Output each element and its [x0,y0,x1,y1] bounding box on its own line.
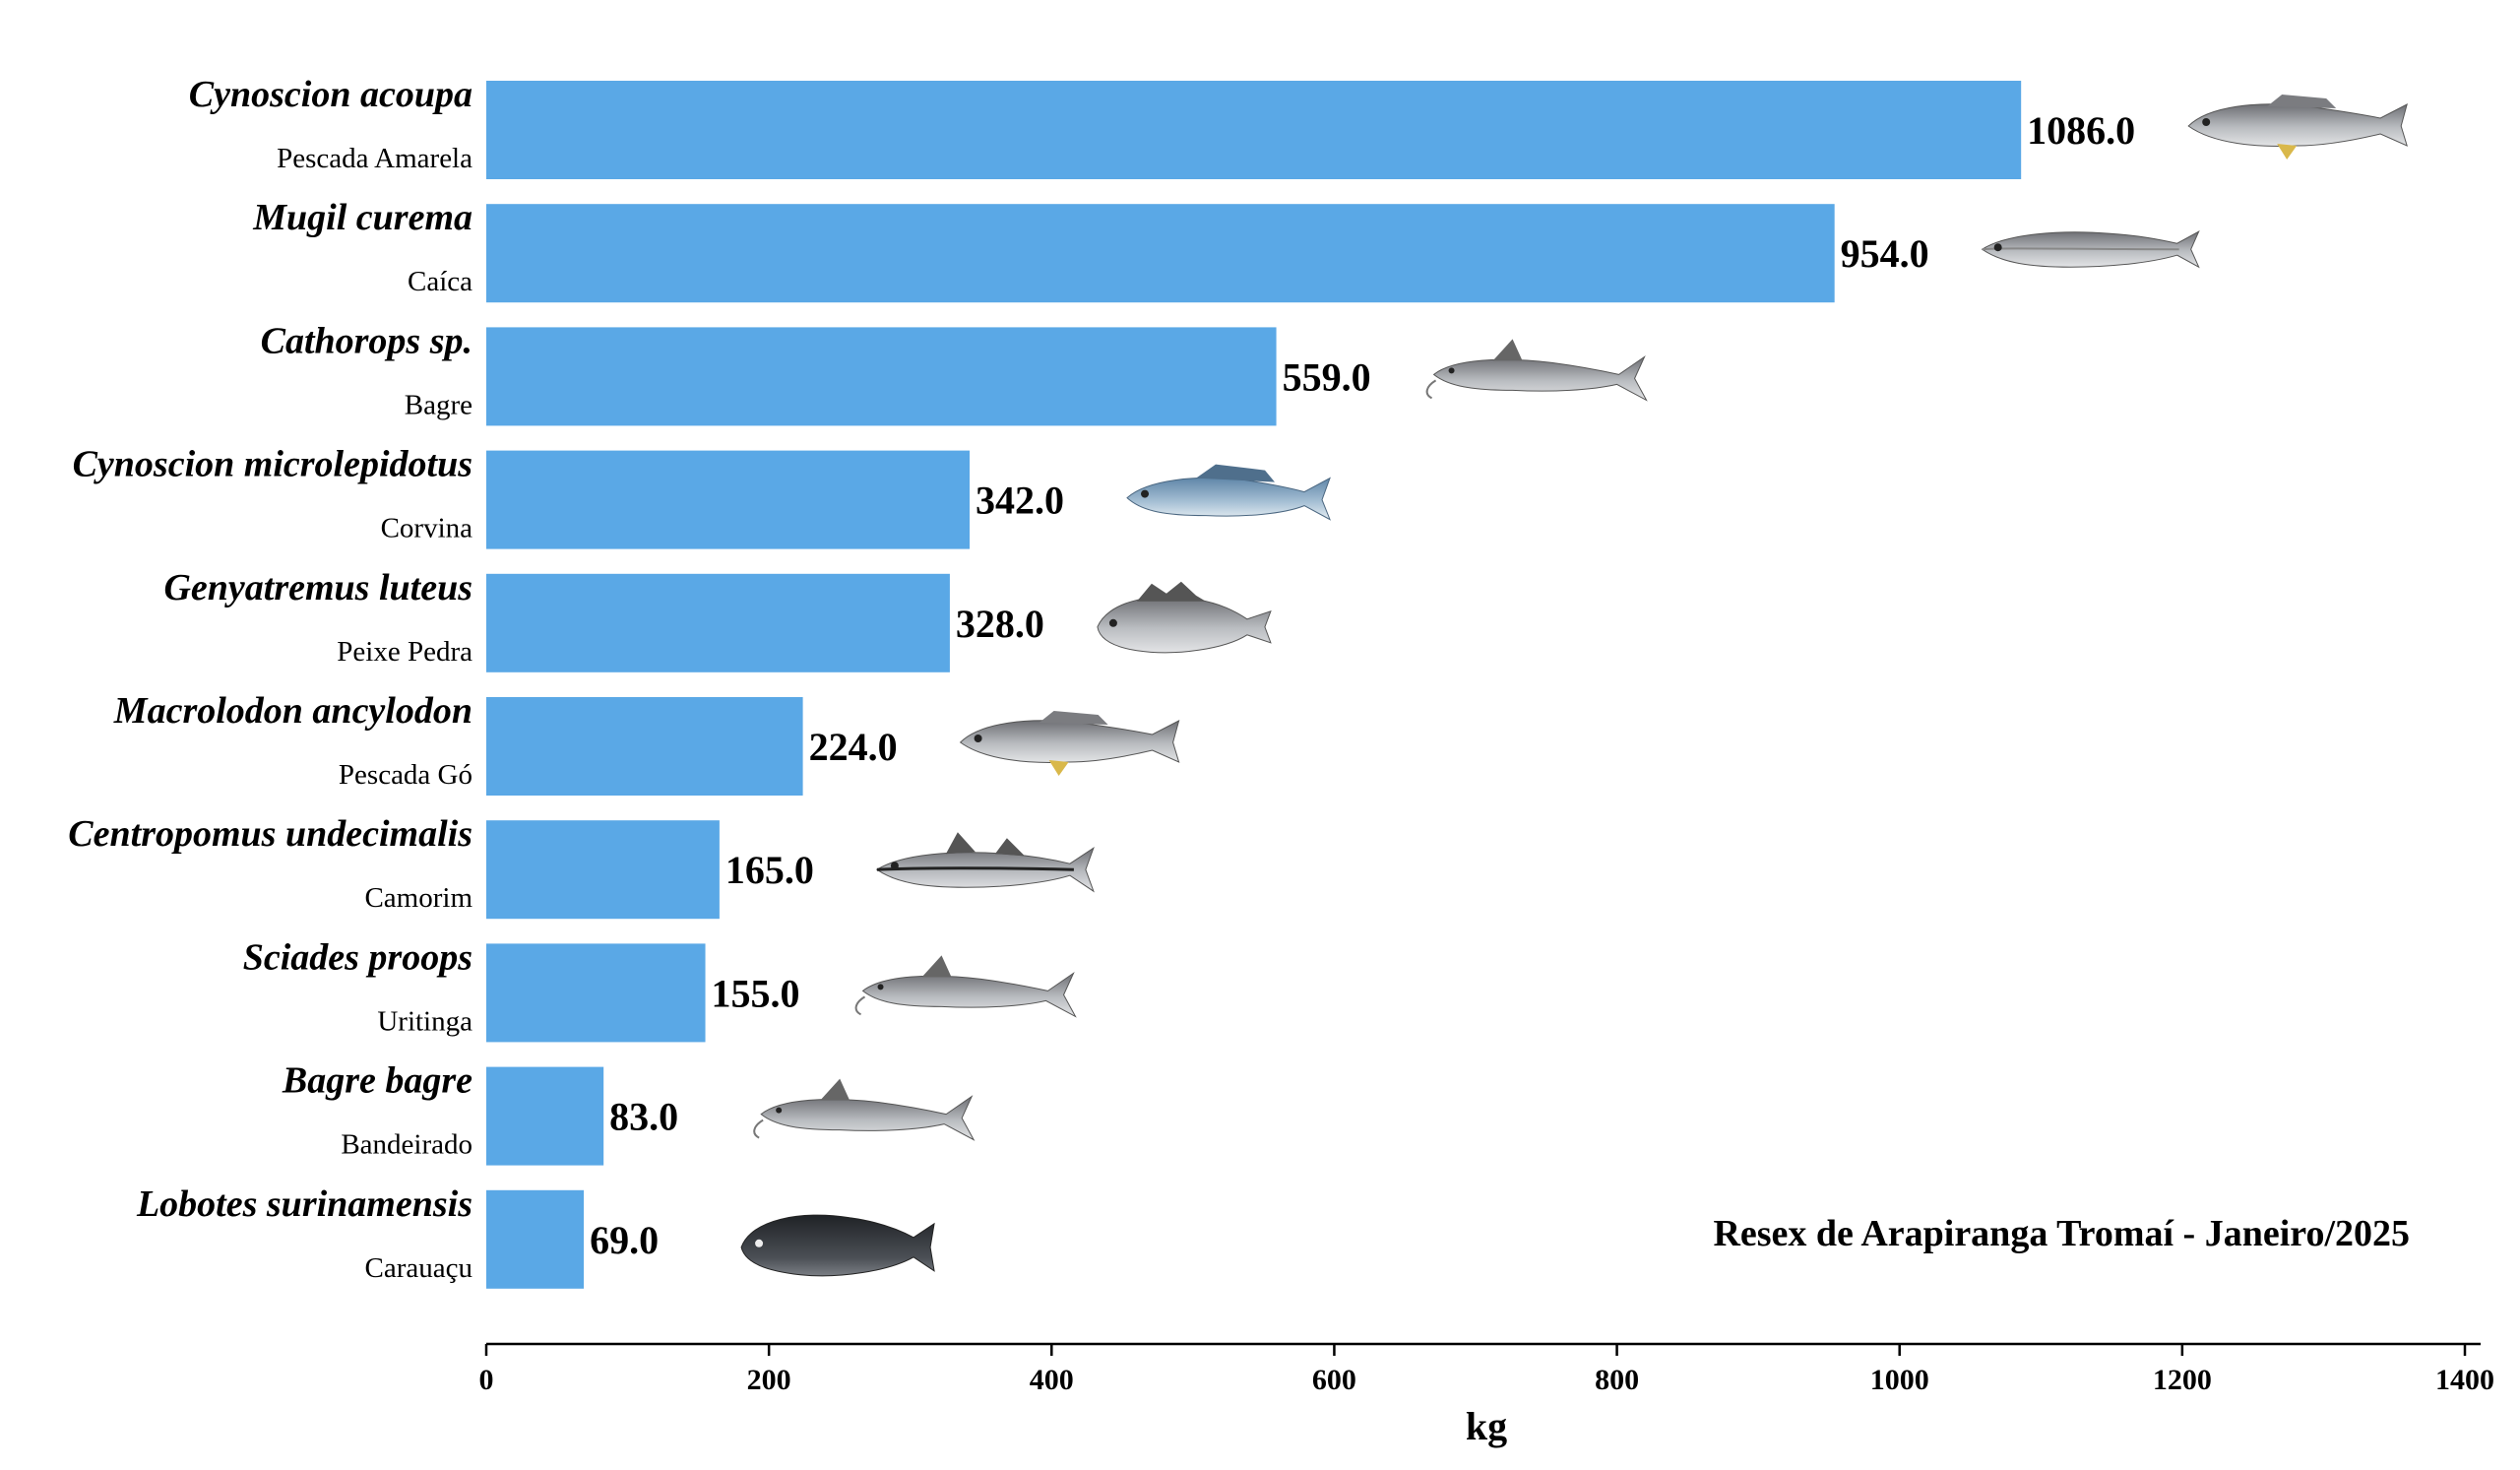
value-label: 342.0 [976,479,1064,523]
category-scientific-name: Bagre bagre [282,1060,472,1102]
value-label: 69.0 [590,1218,659,1262]
value-label: 328.0 [956,602,1044,646]
x-tick-label: 400 [1030,1364,1074,1396]
category-scientific-name: Cynoscion microlepidotus [73,444,472,485]
category-scientific-name: Centropomus undecimalis [68,813,472,855]
value-label: 165.0 [725,848,814,892]
bar-8 [486,943,706,1043]
grunt-icon [1097,581,1272,654]
category-common-name: Uritinga [377,1005,472,1037]
x-tick-label: 200 [747,1364,791,1396]
value-label: 954.0 [1841,231,1929,276]
category-common-name: Peixe Pedra [337,636,472,668]
category-scientific-name: Sciades proops [243,936,472,978]
x-axis-label: kg [1466,1404,1507,1448]
category-common-name: Carauaçu [365,1252,473,1284]
category-scientific-name: Genyatremus luteus [163,567,472,608]
x-tick-label: 1200 [2153,1364,2212,1396]
bar-7 [486,820,720,920]
bar-10 [486,1189,585,1289]
bar-4 [486,450,971,549]
bar-1 [486,81,2022,179]
category-common-name: Bagre [405,389,472,420]
x-tick-label: 1000 [1870,1364,1929,1396]
weakfish-icon [959,711,1180,776]
category-scientific-name: Mugil curema [252,197,472,238]
corvina-icon [1126,464,1331,521]
x-axis: 0 200 400 600 800 1000 1200 1400 [479,1342,2494,1396]
catfish-icon [854,955,1077,1018]
x-tick-label: 800 [1595,1364,1639,1396]
bar-3 [486,327,1277,426]
category-common-name: Corvina [381,513,473,544]
mullet-icon [1981,230,2200,269]
category-scientific-name: Lobotes surinamensis [136,1183,472,1225]
catfish-icon [753,1078,976,1141]
category-common-name: Pescada Gó [339,759,472,791]
x-tick-label: 0 [479,1364,494,1396]
value-labels: 1086.0 954.0 559.0 342.0 328.0 224.0 165.0 155.… [590,108,2135,1262]
x-tick-label: 600 [1312,1364,1356,1396]
tripletail-icon [740,1214,935,1277]
category-labels: Cynoscion acoupa Pescada Amarela Mugil cur… [68,74,472,1284]
bar-2 [486,204,1835,303]
catfish-icon [1425,339,1648,402]
bar-5 [486,573,950,672]
value-label: 155.0 [712,971,800,1015]
snook-icon [875,832,1095,893]
bar-9 [486,1066,604,1166]
value-label: 224.0 [809,725,898,769]
category-scientific-name: Cynoscion acoupa [189,74,472,115]
chart-annotation: Resex de Arapiranga Tromaí - Janeiro/202… [1713,1213,2410,1254]
bars-layer [486,81,2022,1289]
weakfish-icon [2187,95,2408,160]
category-common-name: Caíca [408,266,472,297]
category-common-name: Bandeirado [341,1129,472,1161]
value-label: 559.0 [1283,354,1371,399]
bar-6 [486,697,803,796]
value-label: 83.0 [609,1095,678,1139]
category-common-name: Camorim [364,882,472,914]
x-tick-label: 1400 [2435,1364,2494,1396]
fish-illustrations [740,95,2408,1277]
value-label: 1086.0 [2027,108,2135,153]
category-scientific-name: Cathorops sp. [261,320,472,361]
category-common-name: Pescada Amarela [277,143,472,174]
category-scientific-name: Macrolodon ancylodon [113,690,472,732]
